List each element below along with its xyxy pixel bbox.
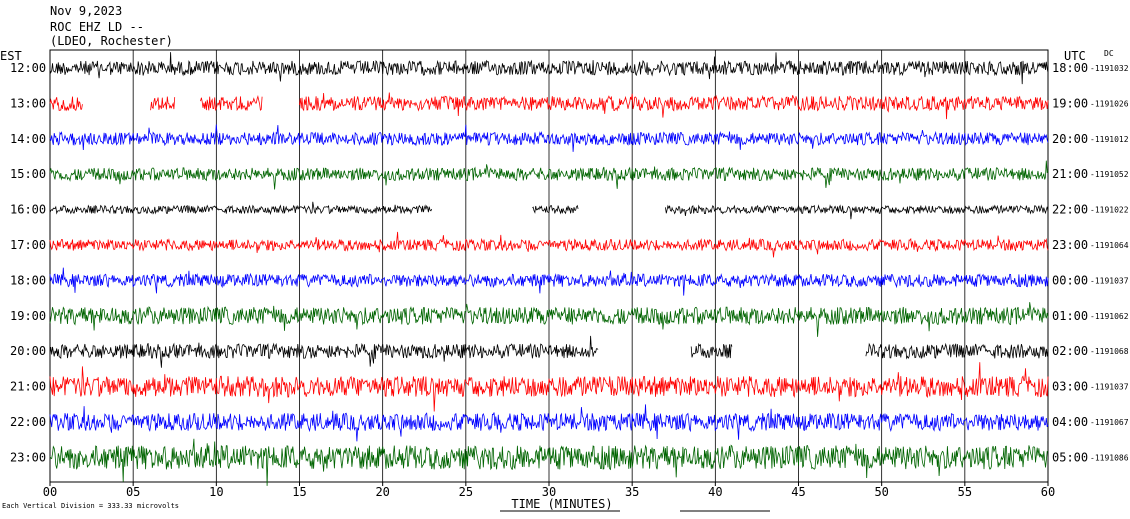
trace-rows (49, 52, 1049, 486)
x-tick-label: 00 (43, 485, 57, 499)
station-label: ROC EHZ LD -- (50, 20, 144, 34)
x-tick-label: 45 (791, 485, 805, 499)
est-hour-label: 22:00 (10, 415, 46, 429)
x-tick-label: 05 (126, 485, 140, 499)
est-zone-label: EST (0, 49, 22, 63)
dc-offset-label: -1191037 (1090, 383, 1129, 392)
x-tick-label: 40 (708, 485, 722, 499)
trace-2300 (49, 438, 1049, 486)
x-axis-title: TIME (MINUTES) (511, 497, 612, 511)
est-hour-label: 18:00 (10, 273, 46, 287)
dc-offset-label: -1191022 (1090, 206, 1129, 215)
est-hour-label: 21:00 (10, 380, 46, 394)
utc-hour-label: 23:00 (1052, 238, 1088, 252)
utc-zone-label: UTC (1064, 49, 1086, 63)
x-tick-label: 25 (459, 485, 473, 499)
x-axis-ticks: 00 05 10 15 20 25 30 35 40 45 50 55 60 (43, 482, 1055, 499)
dc-offset-label: -1191062 (1090, 312, 1129, 321)
trace-1600 (49, 201, 1049, 220)
est-hour-label: 17:00 (10, 238, 46, 252)
dc-offset-label: -1191064 (1090, 241, 1129, 250)
dc-offset-label: -1191067 (1090, 418, 1129, 427)
utc-hour-label: 21:00 (1052, 167, 1088, 181)
utc-hour-label: 03:00 (1052, 380, 1088, 394)
est-hour-label: 19:00 (10, 309, 46, 323)
dc-offset-label: -1191037 (1090, 276, 1129, 285)
x-tick-label: 10 (209, 485, 223, 499)
trace-1400 (49, 124, 1049, 152)
x-tick-label: 15 (292, 485, 306, 499)
trace-2200 (49, 404, 1049, 442)
date-label: Nov 9,2023 (50, 4, 122, 18)
dc-offset-label: -1191012 (1090, 135, 1129, 144)
dc-offset-label: -1191086 (1090, 453, 1129, 462)
est-hour-label: 14:00 (10, 132, 46, 146)
header: Nov 9,2023 ROC EHZ LD -- (LDEO, Rocheste… (50, 4, 173, 48)
trace-1200 (49, 52, 1049, 85)
dc-offset-label: -1191032 (1090, 64, 1129, 73)
network-label: (LDEO, Rochester) (50, 34, 173, 48)
dc-offset-label: -1191068 (1090, 347, 1129, 356)
dc-offset-label: -1191052 (1090, 170, 1129, 179)
utc-hour-label: 01:00 (1052, 309, 1088, 323)
utc-hour-label: 02:00 (1052, 344, 1088, 358)
trace-1900 (49, 302, 1049, 337)
vertical-scale-note: Each Vertical Division = 333.33 microvol… (2, 502, 179, 510)
x-tick-label: 50 (874, 485, 888, 499)
utc-hour-label: 19:00 (1052, 96, 1088, 110)
dc-label: DC (1104, 49, 1114, 58)
est-hour-label: 20:00 (10, 344, 46, 358)
x-tick-label: 30 (542, 485, 556, 499)
trace-2100 (49, 362, 1049, 412)
utc-hour-label: 22:00 (1052, 203, 1088, 217)
minute-grid (132, 50, 966, 482)
trace-1700 (49, 231, 1049, 258)
x-tick-label: 20 (375, 485, 389, 499)
est-hour-label: 15:00 (10, 167, 46, 181)
utc-hour-label: 18:00 (1052, 61, 1088, 75)
footer: TIME (MINUTES) Each Vertical Division = … (2, 497, 770, 512)
est-hour-label: 12:00 (10, 61, 46, 75)
utc-hour-label: 20:00 (1052, 132, 1088, 146)
trace-1800 (49, 267, 1049, 296)
trace-1500 (49, 160, 1049, 190)
est-hour-label: 16:00 (10, 203, 46, 217)
utc-hour-label: 05:00 (1052, 450, 1088, 464)
x-tick-label: 60 (1041, 485, 1055, 499)
utc-hour-label: 00:00 (1052, 273, 1088, 287)
x-tick-label: 55 (958, 485, 972, 499)
utc-hour-label: 04:00 (1052, 415, 1088, 429)
est-hour-label: 13:00 (10, 96, 46, 110)
x-tick-label: 35 (625, 485, 639, 499)
trace-1300 (49, 92, 1049, 120)
trace-2000 (49, 335, 1049, 368)
est-hour-label: 23:00 (10, 450, 46, 464)
dc-offset-label: -1191026 (1090, 99, 1129, 108)
